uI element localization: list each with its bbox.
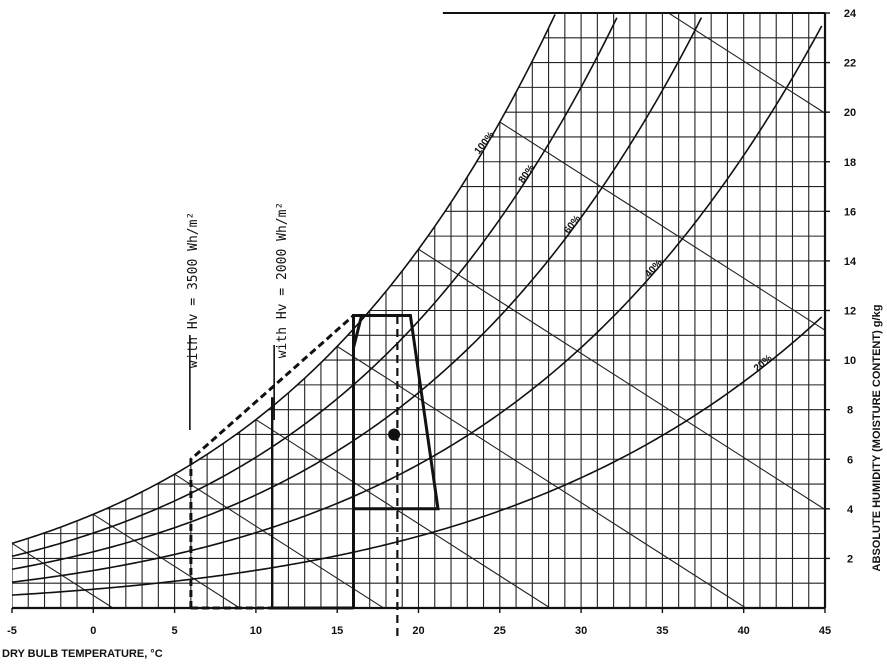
y-axis-label: ABSOLUTE HUMIDITY (MOISTURE CONTENT) g/k… xyxy=(871,305,883,572)
data-point xyxy=(388,428,401,441)
rh-curve xyxy=(11,14,556,545)
y-tick-label: 8 xyxy=(847,405,853,417)
annotation-hv-3500: with Hv = 3500 Wh/m² xyxy=(186,212,201,369)
y-tick-label: 10 xyxy=(844,355,856,367)
wet-bulb-line xyxy=(418,248,825,608)
rh-curve-label: 20% xyxy=(752,353,774,374)
rh-curve xyxy=(11,17,703,571)
x-tick-label: 25 xyxy=(494,625,506,637)
x-tick-label: 30 xyxy=(575,625,587,637)
chart-labels: -5 0 5 10 15 20 25 30 35 40 4524681012141618202224… xyxy=(7,8,857,637)
y-tick-label: 18 xyxy=(844,157,856,169)
y-tick-label: 4 xyxy=(847,504,854,516)
y-tick-label: 2 xyxy=(847,553,853,565)
comfort-zone xyxy=(189,314,440,636)
wet-bulb-line xyxy=(174,473,384,608)
rh-curve xyxy=(11,316,823,596)
x-tick-label: 20 xyxy=(412,625,424,637)
y-tick-label: 20 xyxy=(844,107,856,119)
chart-grid xyxy=(12,13,825,608)
x-axis-label: DRY BULB TEMPERATURE, °C xyxy=(2,648,163,660)
y-tick-label: 24 xyxy=(844,8,857,20)
y-tick-label: 22 xyxy=(844,58,856,70)
zone-hv3500-dashed xyxy=(189,314,355,608)
x-tick-label: 0 xyxy=(90,625,96,637)
y-tick-label: 16 xyxy=(844,206,856,218)
wet-bulb-line xyxy=(93,513,240,608)
rh-curve-label: 100% xyxy=(473,130,497,157)
y-tick-label: 12 xyxy=(844,306,856,318)
x-tick-label: 15 xyxy=(331,625,343,637)
y-tick-label: 14 xyxy=(844,256,857,268)
annotation-hv-2000: with Hv = 2000 Wh/m² xyxy=(275,202,290,359)
rh-curve xyxy=(11,25,823,583)
wet-bulb-line xyxy=(499,121,825,608)
x-tick-label: 40 xyxy=(738,625,750,637)
wet-bulb-line xyxy=(580,13,825,608)
y-tick-label: 6 xyxy=(847,454,853,466)
x-tick-label: 5 xyxy=(172,625,178,637)
wet-bulb-line xyxy=(255,419,551,608)
x-tick-label: 35 xyxy=(656,625,668,637)
wet-bulb-line xyxy=(336,345,747,608)
x-tick-label: 10 xyxy=(250,625,262,637)
x-tick-label: -5 xyxy=(7,625,17,637)
rh-curve xyxy=(11,17,618,558)
x-tick-label: 45 xyxy=(819,625,831,637)
rh-curves xyxy=(11,14,823,596)
